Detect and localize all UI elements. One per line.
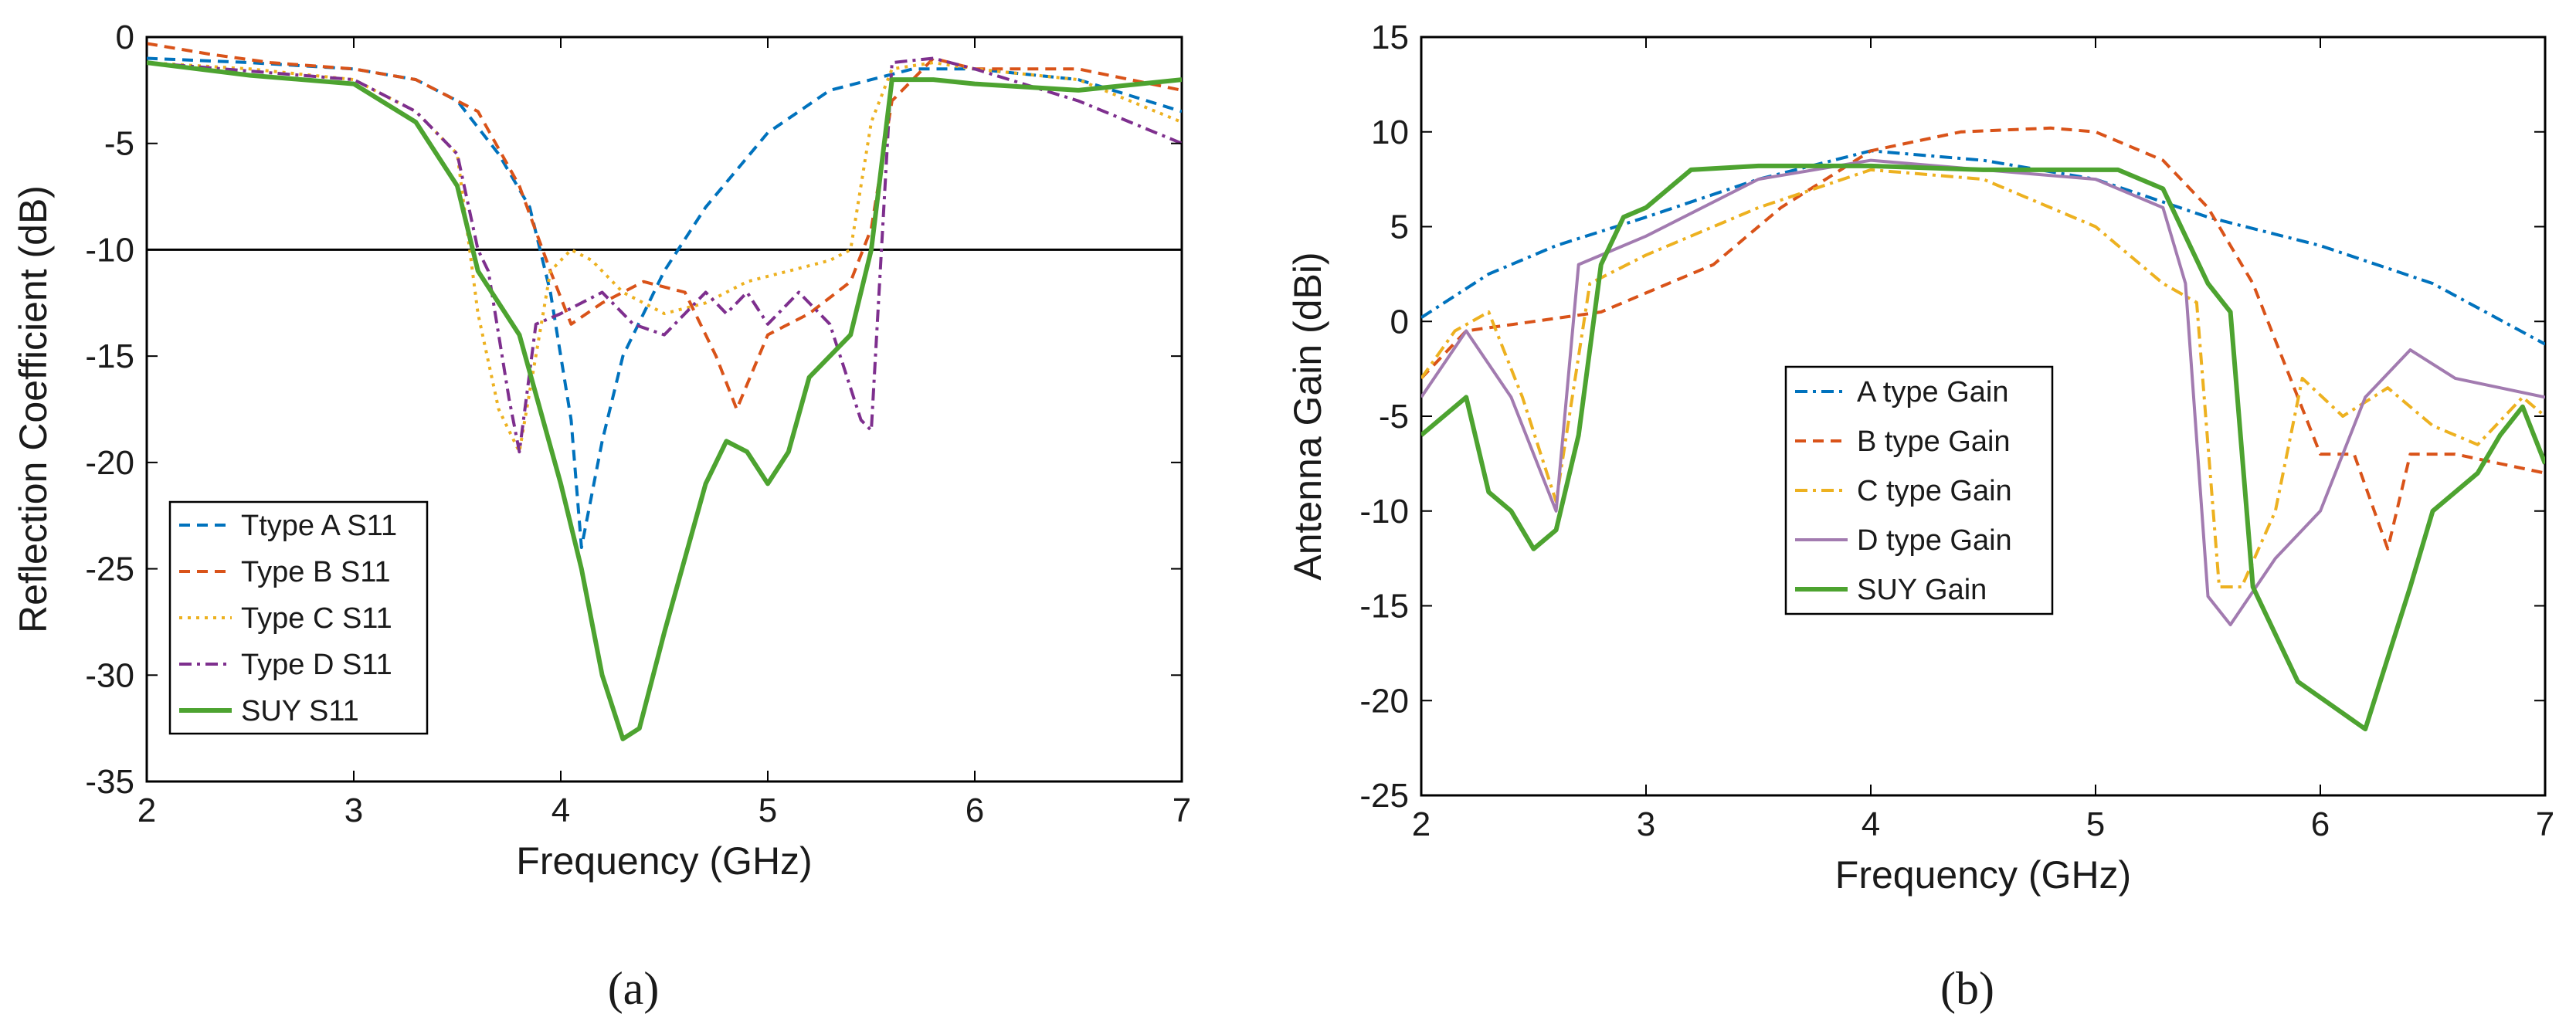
legend-entry: Type B S11 bbox=[241, 556, 391, 588]
x-tick-label: 4 bbox=[552, 792, 570, 829]
y-tick-label: -35 bbox=[85, 763, 134, 801]
legend-entry: A type Gain bbox=[1857, 376, 2008, 409]
series-line-suy-s11 bbox=[147, 60, 1182, 741]
series-line-suy-gain bbox=[1421, 163, 2545, 732]
legend-entry: Type C S11 bbox=[241, 602, 392, 635]
legend-entry: SUY S11 bbox=[241, 695, 359, 727]
series-line-d-type-gain bbox=[1421, 158, 2545, 626]
legend-entry: B type Gain bbox=[1857, 425, 2011, 458]
y-tick-label: 0 bbox=[1390, 303, 1409, 341]
y-tick-label: -20 bbox=[85, 444, 134, 482]
series-line-type-d-s11 bbox=[147, 56, 1182, 454]
x-tick-label: 2 bbox=[137, 792, 156, 829]
y-tick-label: 5 bbox=[1390, 208, 1409, 246]
x-tick-label: 2 bbox=[1412, 805, 1431, 843]
x-tick-label: 6 bbox=[966, 792, 984, 829]
x-tick-label: 5 bbox=[2086, 805, 2105, 843]
y-tick-label: -30 bbox=[85, 656, 134, 694]
y-tick-label: 15 bbox=[1371, 19, 1409, 56]
x-axis-label-b: Frequency (GHz) bbox=[1835, 853, 2131, 897]
x-tick-label: 3 bbox=[344, 792, 363, 829]
plot-area-b bbox=[1421, 126, 2545, 732]
legend-b: A type Gain B type Gain C type Gain D type … bbox=[1784, 365, 2054, 615]
chart-a: Frequency (GHz) Reflection Coefficient (… bbox=[12, 19, 1191, 1014]
legend-box bbox=[168, 500, 429, 735]
x-tick-label: 5 bbox=[759, 792, 777, 829]
y-tick-label: -5 bbox=[104, 125, 134, 163]
y-tick-label: -5 bbox=[1379, 398, 1409, 436]
y-tick-label: 10 bbox=[1371, 114, 1409, 151]
y-tick-label: -10 bbox=[1359, 493, 1409, 531]
plot-area-a bbox=[147, 42, 1182, 741]
x-tick-label: 4 bbox=[1862, 805, 1880, 843]
legend-entry: D type Gain bbox=[1857, 524, 2012, 557]
y-tick-label: -15 bbox=[85, 337, 134, 375]
panel-label-a: (a) bbox=[608, 963, 660, 1014]
series-line-a-type-gain bbox=[1421, 149, 2545, 346]
y-tick-label: -25 bbox=[1359, 777, 1409, 815]
series-line-b-type-gain bbox=[1421, 126, 2545, 551]
legend-entry: C type Gain bbox=[1857, 475, 2012, 507]
panel-label-b: (b) bbox=[1940, 963, 1994, 1014]
legend-entry: SUY Gain bbox=[1857, 574, 1987, 606]
y-tick-label: -25 bbox=[85, 551, 134, 588]
legend-a: Ttype A S11 Type B S11 Type C S11 Type D S1… bbox=[168, 500, 429, 735]
series-line-type-b-s11 bbox=[147, 42, 1182, 411]
series-line-type-c-s11 bbox=[147, 61, 1182, 454]
plot-frame-a bbox=[145, 36, 1183, 783]
x-axis-label-a: Frequency (GHz) bbox=[516, 839, 812, 883]
legend-entry: Ttype A S11 bbox=[241, 510, 397, 542]
x-tick-label: 6 bbox=[2311, 805, 2330, 843]
y-tick-label: -10 bbox=[85, 231, 134, 269]
series-line-ttype-a-s11 bbox=[147, 56, 1182, 549]
y-tick-label: -15 bbox=[1359, 588, 1409, 625]
y-axis-label-a: Reflection Coefficient (dB) bbox=[12, 185, 55, 633]
x-tick-label: 3 bbox=[1637, 805, 1655, 843]
x-tick-label: 7 bbox=[2536, 805, 2554, 843]
legend-entry: Type D S11 bbox=[241, 649, 392, 681]
series-line-c-type-gain bbox=[1421, 168, 2545, 588]
y-tick-label: -20 bbox=[1359, 682, 1409, 720]
chart-b: Frequency (GHz) Antenna Gain (dBi) (b) A… bbox=[1286, 19, 2554, 1014]
x-tick-label: 7 bbox=[1173, 792, 1191, 829]
y-axis-label-b: Antenna Gain (dBi) bbox=[1286, 252, 1329, 580]
y-tick-label: 0 bbox=[116, 19, 134, 56]
